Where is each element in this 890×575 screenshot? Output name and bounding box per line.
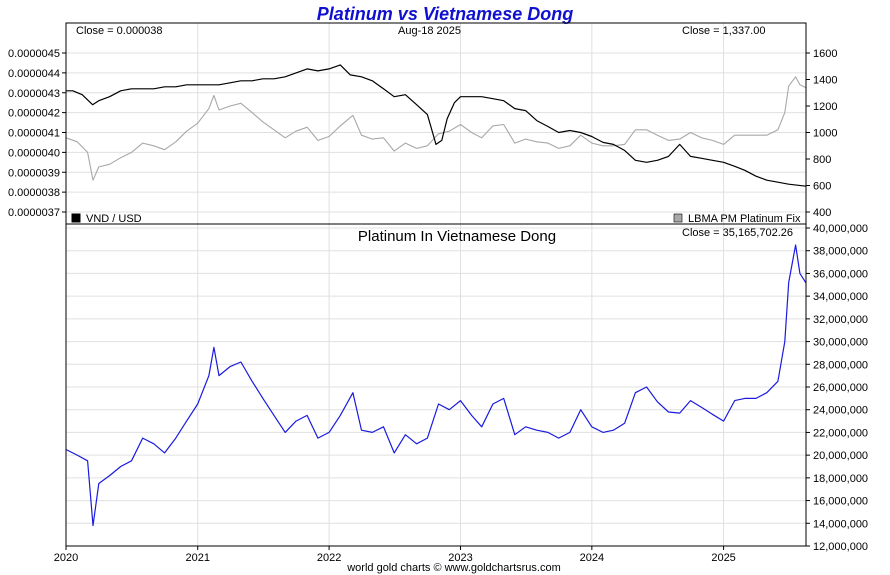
x-tick-label-2025: 2025 (711, 552, 735, 564)
top-close-left: Close = 0.000038 (76, 25, 163, 37)
top-left-tick-label-7: 0.0000044 (8, 68, 60, 80)
bottom-right-tick-label-13: 38,000,000 (813, 246, 868, 258)
bottom-close-right: Close = 35,165,702.26 (682, 227, 793, 239)
legend-platinum-swatch (673, 213, 683, 223)
top-right-tick-label-6: 1600 (813, 48, 837, 60)
bottom-right-tick-label-9: 30,000,000 (813, 337, 868, 349)
top-left-tick-label-4: 0.0000041 (8, 128, 60, 140)
top-right-tick-label-5: 1400 (813, 75, 837, 87)
bottom-panel-grid (65, 224, 806, 547)
legend-vnd-label: VND / USD (86, 213, 142, 225)
bottom-right-tick-label-8: 28,000,000 (813, 359, 868, 371)
chart-title: Platinum vs Vietnamese Dong (317, 4, 573, 24)
top-left-tick-label-0: 0.0000037 (8, 207, 60, 219)
top-right-axis: 400 600 800 1000 1200 1400 1600 (806, 48, 837, 219)
legend-platinum-label: LBMA PM Platinum Fix (688, 213, 801, 225)
top-right-tick-label-4: 1200 (813, 101, 837, 113)
legend-vnd-swatch (71, 213, 81, 223)
series-vnd-line (66, 64, 807, 187)
top-panel-grid (65, 23, 806, 224)
series-platinum-line (65, 76, 807, 181)
bottom-panel-series (65, 244, 807, 527)
top-close-right: Close = 1,337.00 (682, 25, 765, 37)
bottom-right-tick-label-0: 12,000,000 (813, 541, 868, 553)
x-tick-label-2024: 2024 (580, 552, 604, 564)
x-tick-label-2021: 2021 (185, 552, 209, 564)
bottom-subtitle: Platinum In Vietnamese Dong (358, 228, 556, 245)
top-right-tick-label-1: 600 (813, 181, 831, 193)
top-left-tick-label-2: 0.0000039 (8, 167, 60, 179)
bottom-right-tick-label-11: 34,000,000 (813, 291, 868, 303)
x-tick-label-2020: 2020 (54, 552, 78, 564)
bottom-right-tick-label-14: 40,000,000 (813, 223, 868, 235)
bottom-right-tick-label-1: 14,000,000 (813, 518, 868, 530)
top-left-tick-label-3: 0.0000040 (8, 147, 60, 159)
bottom-right-tick-label-3: 18,000,000 (813, 473, 868, 485)
x-tick-label-2023: 2023 (448, 552, 472, 564)
x-tick-label-2022: 2022 (317, 552, 341, 564)
bottom-right-tick-label-7: 26,000,000 (813, 382, 868, 394)
x-axis: 2020 2021 2022 2023 2024 2025 (54, 546, 736, 564)
top-left-tick-label-8: 0.0000045 (8, 48, 60, 60)
bottom-right-tick-label-10: 32,000,000 (813, 314, 868, 326)
bottom-right-tick-label-2: 16,000,000 (813, 496, 868, 508)
top-date-label: Aug-18 2025 (398, 25, 461, 37)
bottom-right-axis: 12,000,000 14,000,000 16,000,000 18,000,000… (806, 223, 868, 553)
bottom-right-tick-label-5: 22,000,000 (813, 427, 868, 439)
top-left-tick-label-1: 0.0000038 (8, 187, 60, 199)
bottom-panel-frame (65, 223, 807, 547)
top-right-tick-label-0: 400 (813, 207, 831, 219)
top-left-tick-label-6: 0.0000043 (8, 88, 60, 100)
bottom-right-tick-label-6: 24,000,000 (813, 405, 868, 417)
top-panel-series (65, 64, 807, 187)
bottom-right-tick-label-4: 20,000,000 (813, 450, 868, 462)
top-right-tick-label-3: 1000 (813, 128, 837, 140)
top-left-tick-label-5: 0.0000042 (8, 108, 60, 120)
bottom-right-tick-label-12: 36,000,000 (813, 268, 868, 280)
top-right-tick-label-2: 800 (813, 154, 831, 166)
top-left-axis: 0.0000037 0.0000038 0.0000039 0.0000040 0.00… (8, 48, 66, 219)
series-platinum-vnd-line (65, 244, 807, 527)
footer-credit: world gold charts © www.goldchartsrus.co… (346, 562, 561, 574)
